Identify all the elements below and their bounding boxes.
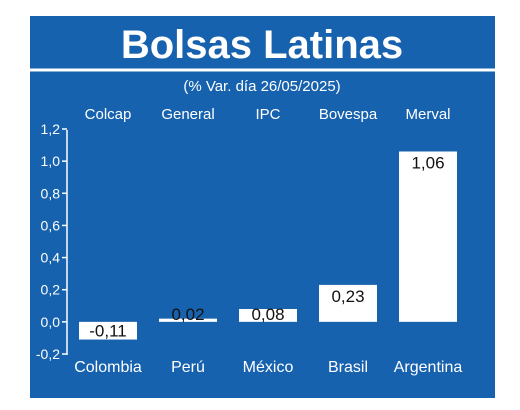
y-tick-label: 0,8 — [41, 185, 61, 201]
index-name-label: IPC — [255, 106, 280, 123]
category-label: México — [243, 359, 294, 376]
bar-value-label: 1,06 — [411, 154, 444, 173]
index-name-label: Bovespa — [319, 106, 378, 123]
bar-colombia — [79, 321, 137, 340]
index-name-label: Colcap — [85, 106, 132, 123]
bar-argentina — [399, 151, 457, 322]
y-tick-label: 0,2 — [41, 282, 61, 298]
index-name-label: Merval — [405, 106, 450, 123]
bar-value-label: -0,11 — [89, 322, 127, 341]
bar-méxico — [239, 309, 297, 322]
y-tick-label: 0,6 — [41, 217, 61, 233]
y-tick-label: 0,0 — [41, 314, 61, 330]
bar-perú — [159, 318, 217, 322]
bar-value-label: 0,08 — [251, 305, 284, 324]
category-label: Brasil — [328, 359, 368, 376]
y-tick-label: -0,2 — [36, 346, 60, 362]
category-label: Perú — [171, 359, 205, 376]
chart-title: Bolsas Latinas — [121, 23, 403, 67]
labels-group: -0,11 Colcap Colombia 0,02 General Perú 0,08 IP… — [74, 106, 462, 376]
category-label: Colombia — [74, 359, 142, 376]
bar-value-label: 0,23 — [331, 287, 364, 306]
index-name-label: General — [161, 106, 214, 123]
chart-subtitle: (% Var. día 26/05/2025) — [183, 78, 340, 95]
bar-value-label: 0,02 — [171, 305, 204, 324]
bars-group — [79, 151, 457, 340]
y-tick-label: 1,0 — [41, 153, 61, 169]
y-tick-label: 1,2 — [41, 121, 61, 137]
category-label: Argentina — [394, 359, 463, 376]
y-tick-label: 0,4 — [41, 250, 61, 266]
bar-brasil — [319, 284, 377, 322]
y-axis-ticks: -0,2 0,0 0,2 0,4 0,6 0,8 1,0 1,2 — [36, 121, 67, 362]
